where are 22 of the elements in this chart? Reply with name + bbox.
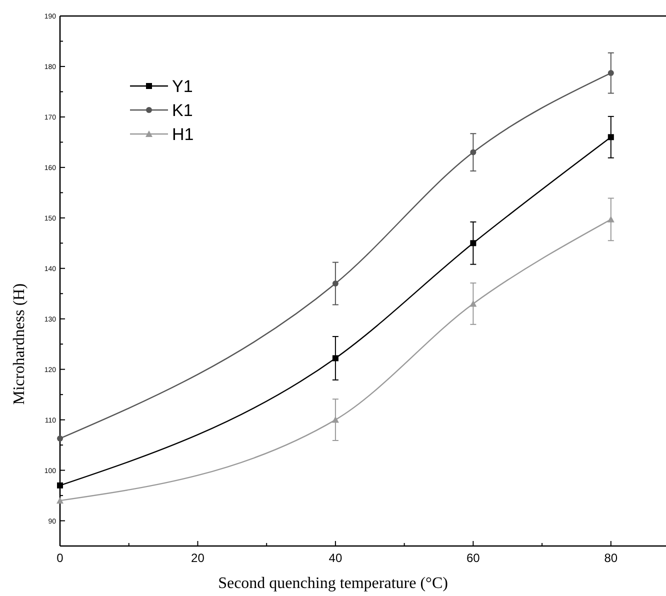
point bbox=[57, 482, 63, 488]
legend-label: H1 bbox=[172, 125, 194, 144]
point bbox=[470, 300, 477, 307]
y-axis-title: Microhardness (H) bbox=[11, 283, 28, 405]
x-axis-title: Second quenching temperature (°C) bbox=[218, 575, 448, 592]
point bbox=[470, 149, 476, 156]
legend-label: Y1 bbox=[172, 77, 193, 96]
point bbox=[57, 435, 63, 442]
point bbox=[608, 70, 614, 76]
x-tick-label: 80 bbox=[604, 551, 618, 565]
point bbox=[607, 216, 614, 222]
point bbox=[332, 280, 338, 287]
point bbox=[332, 416, 339, 423]
point bbox=[332, 355, 338, 362]
point bbox=[470, 240, 476, 246]
legend-label: K1 bbox=[172, 101, 193, 120]
point bbox=[608, 134, 614, 140]
x-tick-label: 40 bbox=[328, 551, 342, 565]
x-tick-label: 0 bbox=[56, 551, 64, 565]
point bbox=[56, 497, 64, 504]
x-tick-label: 20 bbox=[191, 551, 205, 565]
x-tick-label: 60 bbox=[466, 551, 480, 565]
